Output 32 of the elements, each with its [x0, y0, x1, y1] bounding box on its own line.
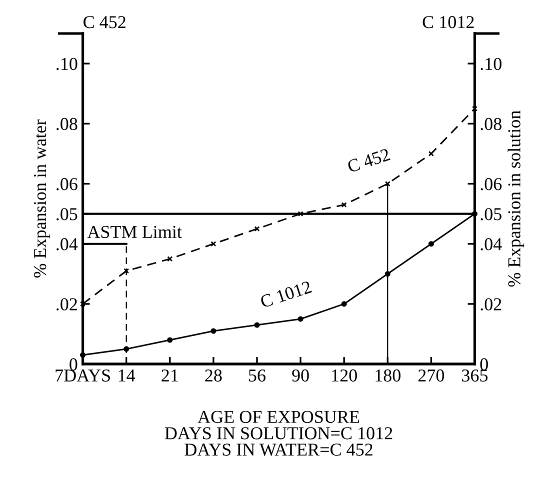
text: C 1012	[260, 280, 312, 308]
y2-tick-label: .10	[480, 58, 502, 70]
y2-tick-label: .02	[480, 298, 502, 310]
y2-tick-label: .06	[480, 178, 502, 190]
y-tick-label: 0	[70, 358, 78, 370]
x-tick-label: 180	[376, 369, 400, 382]
x-tick-label: 28	[205, 369, 222, 382]
y2-tick-label: 0	[480, 358, 488, 370]
y-tick-label: .08	[56, 118, 78, 130]
y-tick-label: .10	[56, 58, 78, 70]
text: C 452	[84, 16, 126, 28]
x-tick-label: 120	[332, 369, 357, 382]
y-tick-label: .02	[56, 298, 77, 310]
y-tick-label: .05	[56, 208, 78, 220]
y-axis-title: % Expansion in water	[34, 119, 50, 278]
x-axis-title: AGE OF EXPOSURE DAYS IN SOLUTION=C 1012 DAYS IN WATER=C 452	[164, 410, 392, 456]
x-tick-label: 14	[118, 370, 136, 382]
ref-line-label: ASTM Limit	[87, 226, 182, 238]
x-tick-label: 56	[249, 369, 266, 382]
y-tick-label: .06	[56, 178, 78, 190]
x-tick-label: 21	[162, 369, 178, 382]
x-tick-label: 90	[292, 369, 309, 382]
y2-tick-label: .04	[480, 238, 502, 250]
y2-tick-label: .05	[480, 208, 502, 220]
y-tick-label: .04	[56, 238, 78, 250]
y2-axis-title: % Expansion in solution	[508, 110, 524, 287]
y2-tick-label: .08	[480, 118, 502, 130]
x-tick-label: 7DAYS	[56, 369, 110, 382]
text: C 1012	[422, 16, 474, 28]
x-tick-label: 270	[418, 369, 444, 382]
x-tick-label: 365	[462, 369, 488, 382]
text: C 452	[346, 148, 390, 173]
